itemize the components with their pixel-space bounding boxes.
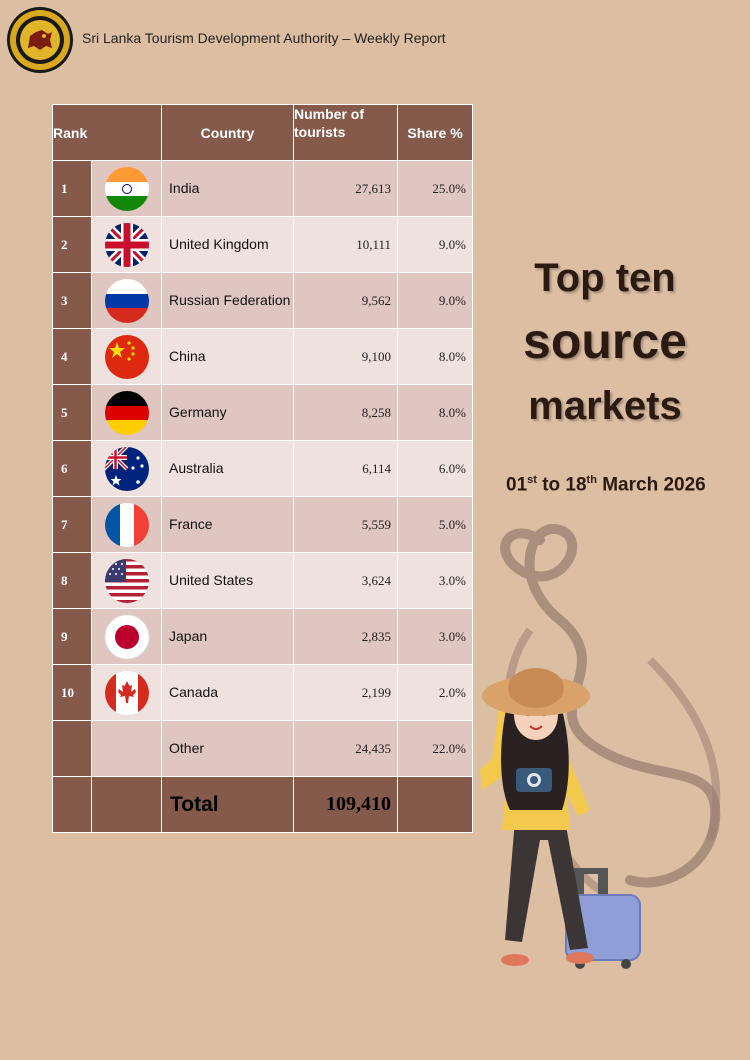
tourists-cell: 2,199 bbox=[293, 664, 399, 721]
tourists-cell: 10,111 bbox=[293, 216, 399, 273]
table-row: 2 United Kingdom 10,111 9.0% bbox=[52, 216, 474, 273]
country-cell: Canada bbox=[161, 664, 295, 721]
country-cell: France bbox=[161, 496, 295, 553]
country-cell: Other bbox=[161, 720, 295, 777]
total-value: 109,410 bbox=[293, 776, 399, 833]
other-row: Other 24,435 22.0% bbox=[52, 720, 474, 777]
table-row: 6 bbox=[52, 440, 474, 497]
country-cell: China bbox=[161, 328, 295, 385]
tourists-header: Number of tourists bbox=[293, 104, 399, 161]
country-cell: United States bbox=[161, 552, 295, 609]
total-row: Total 109,410 bbox=[52, 776, 474, 833]
title-line-1: Top ten bbox=[534, 256, 676, 300]
tourists-cell: 9,562 bbox=[293, 272, 399, 329]
share-cell: 2.0% bbox=[397, 664, 474, 721]
rank-cell: 5 bbox=[52, 384, 92, 441]
table-row: 4 China 9,100 8.0% bbox=[52, 328, 474, 385]
rank-cell: 6 bbox=[52, 440, 92, 497]
table-header-row: Rank Country Number of tourists Share % bbox=[51, 104, 474, 161]
table-row: 9 Japan 2,835 3.0% bbox=[52, 608, 474, 665]
rank-cell: 10 bbox=[52, 664, 92, 721]
share-header: Share % bbox=[397, 104, 474, 161]
table-row: 10 Canada 2,199 2.0% bbox=[52, 664, 474, 721]
rank-header: Rank bbox=[51, 104, 163, 161]
share-cell: 5.0% bbox=[397, 496, 474, 553]
share-cell: 8.0% bbox=[397, 384, 474, 441]
share-cell: 25.0% bbox=[397, 160, 474, 217]
united-kingdom-flag-icon bbox=[104, 222, 149, 267]
share-cell: 22.0% bbox=[397, 720, 474, 777]
report-header bbox=[6, 6, 74, 74]
tourists-cell: 2,835 bbox=[293, 608, 399, 665]
china-flag-icon bbox=[104, 334, 149, 379]
country-header: Country bbox=[161, 104, 295, 161]
sltda-emblem-icon bbox=[7, 7, 73, 73]
share-cell: 9.0% bbox=[397, 216, 474, 273]
tourists-cell: 24,435 bbox=[293, 720, 399, 777]
share-cell: 8.0% bbox=[397, 328, 474, 385]
tourists-cell: 27,613 bbox=[293, 160, 399, 217]
australia-flag-icon bbox=[104, 446, 149, 491]
share-cell: 3.0% bbox=[397, 608, 474, 665]
title-line-3: markets bbox=[528, 384, 682, 428]
canada-flag-icon bbox=[104, 670, 149, 715]
country-cell: Germany bbox=[161, 384, 295, 441]
table-row: 3 Russian Federation 9,562 9.0% bbox=[52, 272, 474, 329]
tourists-cell: 8,258 bbox=[293, 384, 399, 441]
source-markets-table: Rank Country Number of tourists Share % … bbox=[51, 104, 474, 833]
tourists-cell: 5,559 bbox=[293, 496, 399, 553]
share-cell: 3.0% bbox=[397, 552, 474, 609]
tourists-cell: 6,114 bbox=[293, 440, 399, 497]
traveler-woman-illustration bbox=[480, 523, 721, 969]
rank-cell: 2 bbox=[52, 216, 92, 273]
table-row: 1 India 27,613 25.0% bbox=[52, 160, 474, 217]
total-label: Total bbox=[161, 776, 295, 833]
rank-cell: 9 bbox=[52, 608, 92, 665]
rank-cell: 7 bbox=[52, 496, 92, 553]
table-row: 7 France 5,559 5.0% bbox=[52, 496, 474, 553]
rank-cell bbox=[52, 720, 92, 777]
country-cell: Russian Federation bbox=[161, 272, 295, 329]
title-line-2: source bbox=[523, 313, 687, 369]
country-cell: India bbox=[161, 160, 295, 217]
table-row: 5 Germany 8,258 8.0% bbox=[52, 384, 474, 441]
united-states-flag-icon bbox=[104, 558, 149, 603]
germany-flag-icon bbox=[104, 390, 149, 435]
report-period: 01st to 18th March 2026 bbox=[506, 474, 706, 496]
report-title: Sri Lanka Tourism Development Authority … bbox=[82, 30, 446, 46]
tourists-cell: 3,624 bbox=[293, 552, 399, 609]
rank-cell: 8 bbox=[52, 552, 92, 609]
country-cell: United Kingdom bbox=[161, 216, 295, 273]
russia-flag-icon bbox=[104, 278, 149, 323]
share-cell: 9.0% bbox=[397, 272, 474, 329]
france-flag-icon bbox=[104, 502, 149, 547]
japan-flag-icon bbox=[104, 614, 149, 659]
side-title: Top ten source markets bbox=[480, 250, 730, 436]
share-cell: 6.0% bbox=[397, 440, 474, 497]
country-cell: Australia bbox=[161, 440, 295, 497]
rank-cell: 4 bbox=[52, 328, 92, 385]
country-cell: Japan bbox=[161, 608, 295, 665]
india-flag-icon bbox=[104, 166, 149, 211]
table-row: 8 bbox=[52, 552, 474, 609]
rank-cell: 3 bbox=[52, 272, 92, 329]
tourists-cell: 9,100 bbox=[293, 328, 399, 385]
rank-cell: 1 bbox=[52, 160, 92, 217]
